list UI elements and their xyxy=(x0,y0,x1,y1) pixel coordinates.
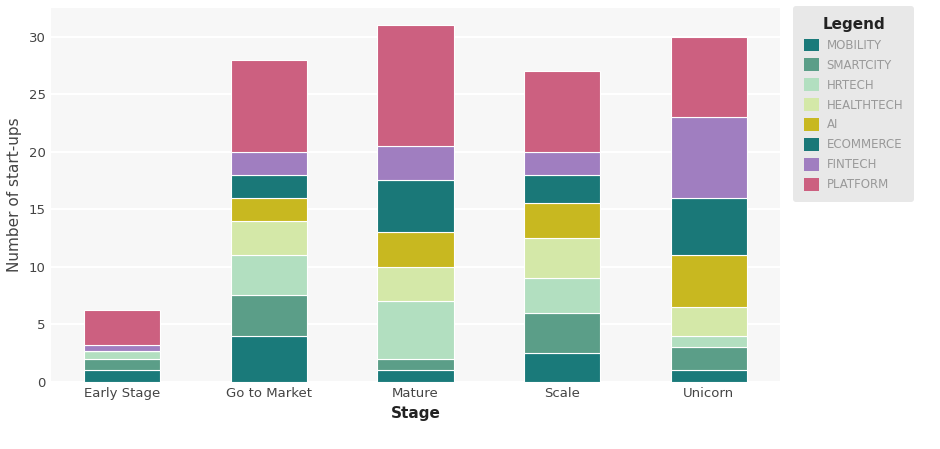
Bar xyxy=(671,198,747,255)
Bar xyxy=(524,152,601,175)
Bar xyxy=(377,146,454,180)
Bar xyxy=(230,198,306,220)
X-axis label: Stage: Stage xyxy=(390,406,441,422)
Bar xyxy=(671,370,747,382)
Bar xyxy=(377,267,454,301)
Bar xyxy=(524,71,601,152)
Bar xyxy=(230,295,306,336)
Bar xyxy=(524,238,601,278)
Bar xyxy=(84,310,160,345)
Bar xyxy=(230,255,306,295)
Bar xyxy=(230,60,306,152)
Bar xyxy=(230,220,306,255)
Bar xyxy=(84,351,160,359)
Bar xyxy=(377,180,454,232)
Bar xyxy=(671,336,747,347)
Bar xyxy=(524,175,601,203)
Bar xyxy=(230,336,306,382)
Bar xyxy=(524,278,601,313)
Bar xyxy=(524,313,601,353)
Bar xyxy=(377,359,454,370)
Bar xyxy=(671,117,747,198)
Bar xyxy=(524,203,601,238)
Bar xyxy=(84,345,160,351)
Bar xyxy=(230,152,306,175)
Y-axis label: Number of start-ups: Number of start-ups xyxy=(7,118,22,272)
Bar xyxy=(524,353,601,382)
Bar xyxy=(377,25,454,146)
Bar xyxy=(671,347,747,370)
Bar xyxy=(84,359,160,370)
Bar xyxy=(671,255,747,307)
Bar xyxy=(671,307,747,336)
Bar xyxy=(377,232,454,267)
Bar xyxy=(377,370,454,382)
Bar xyxy=(230,175,306,198)
Bar xyxy=(377,301,454,359)
Legend: MOBILITY, SMARTCITY, HRTECH, HEALTHTECH, AI, ECOMMERCE, FINTECH, PLATFORM: MOBILITY, SMARTCITY, HRTECH, HEALTHTECH,… xyxy=(793,6,914,202)
Bar xyxy=(671,37,747,117)
Bar xyxy=(84,370,160,382)
